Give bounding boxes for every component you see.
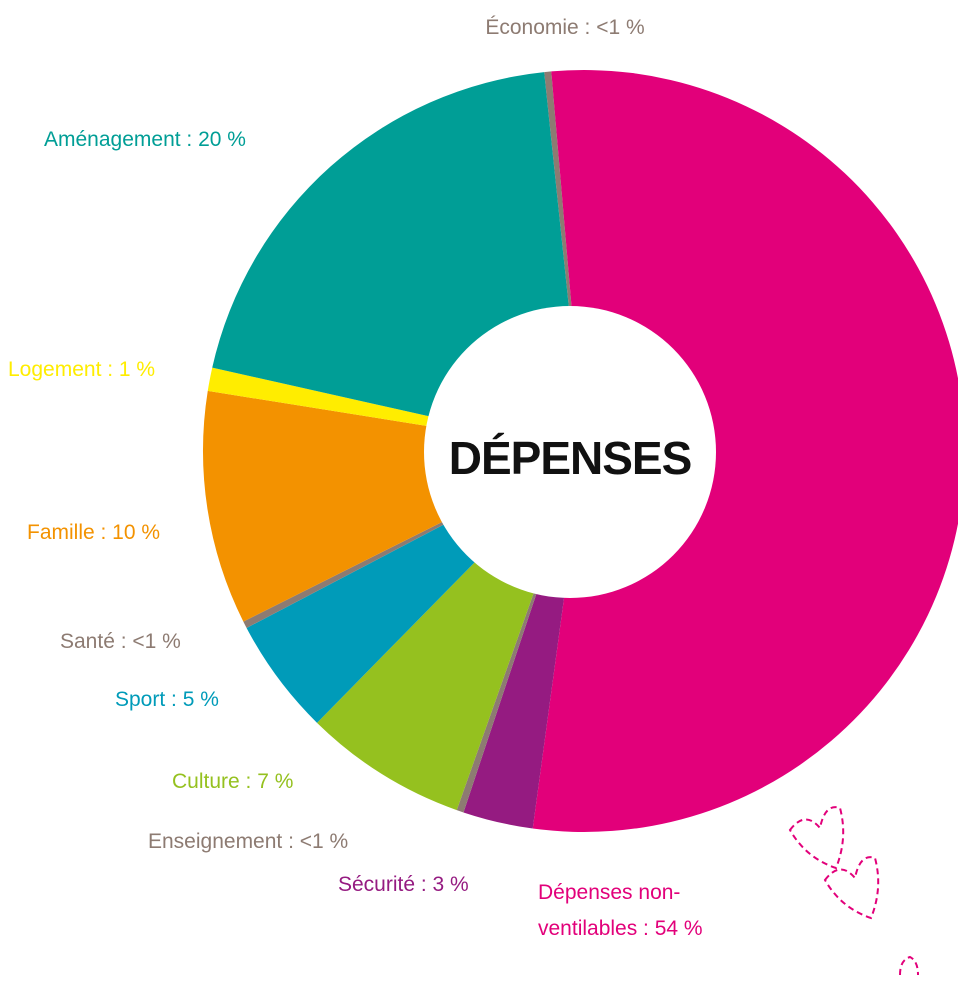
wedge (243, 504, 478, 628)
slice-label: Famille : 10 % (27, 521, 161, 544)
wedge (203, 390, 477, 622)
wedge (532, 70, 958, 832)
slice-label: Aménagement : 20 % (44, 128, 246, 151)
wedge (317, 536, 544, 811)
slice-label: Enseignement : <1 % (148, 830, 349, 853)
slice-label: Sport : 5 % (115, 688, 219, 711)
slice-label: Sécurité : 3 % (338, 873, 469, 896)
center-label: DÉPENSES (449, 432, 692, 484)
slice-label: Dépenses non-ventilables : 54 % (538, 881, 703, 940)
decoration (788, 806, 919, 976)
slice-label: Logement : 1 % (8, 358, 156, 381)
slice-label: Économie : <1 % (485, 16, 645, 39)
slice-label: Culture : 7 % (172, 770, 294, 793)
slice-label: Santé : <1 % (60, 630, 181, 653)
donut-hole (424, 306, 716, 598)
wedge (246, 506, 500, 723)
wedge (207, 367, 467, 433)
wedge (456, 564, 547, 813)
wedge (544, 71, 574, 332)
wedge (463, 564, 568, 829)
